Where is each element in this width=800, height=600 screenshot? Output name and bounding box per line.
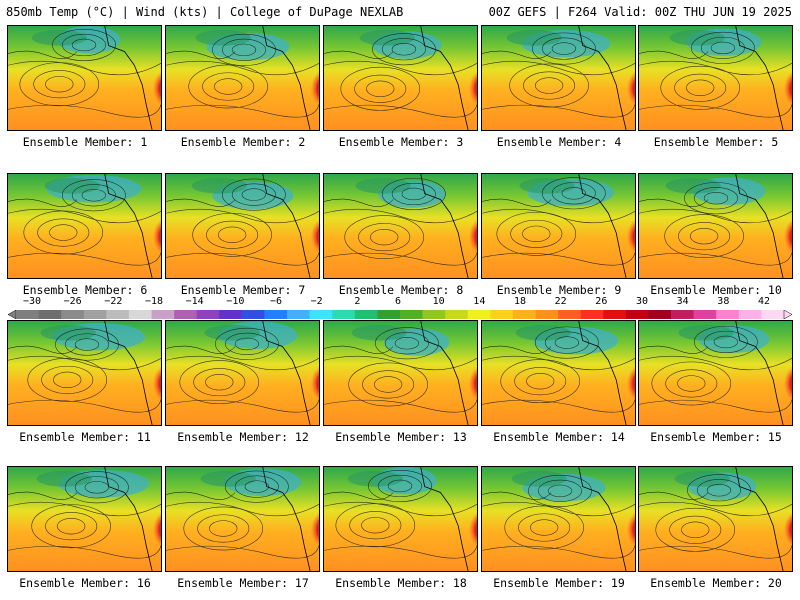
colorbar-tick-label: 26	[595, 296, 608, 307]
ensemble-member-label: Ensemble Member: 14	[493, 430, 625, 444]
colorbar-segment	[535, 310, 559, 319]
colorbar-tick-label: 6	[394, 296, 402, 307]
ensemble-member-label: Ensemble Member: 11	[19, 430, 151, 444]
ensemble-member-label: Ensemble Member: 2	[180, 135, 306, 149]
ensemble-member-label: Ensemble Member: 16	[19, 576, 151, 590]
colorbar-tick-label: −26	[63, 296, 82, 307]
ensemble-member-map	[323, 173, 478, 279]
ensemble-member-label: Ensemble Member: 20	[650, 576, 782, 590]
ensemble-member-label: Ensemble Member: 7	[180, 283, 306, 297]
colorbar-segment	[761, 310, 785, 319]
ensemble-member-map	[7, 25, 162, 131]
colorbar-segment	[332, 310, 356, 319]
colorbar-segment	[354, 310, 378, 319]
colorbar-segment	[490, 310, 514, 319]
colorbar-segment	[558, 310, 582, 319]
colorbar-segment	[467, 310, 491, 319]
colorbar-segment	[61, 310, 85, 319]
ensemble-member-label: Ensemble Member: 19	[493, 576, 625, 590]
ensemble-member-label: Ensemble Member: 3	[338, 135, 464, 149]
ensemble-member-map	[638, 466, 793, 572]
colorbar-segment	[422, 310, 446, 319]
colorbar-segment	[716, 310, 740, 319]
ensemble-member-map	[165, 25, 320, 131]
colorbar-left-arrow	[8, 310, 17, 319]
colorbar-segment	[241, 310, 265, 319]
ensemble-member-label: Ensemble Member: 15	[650, 430, 782, 444]
colorbar-right-arrow	[783, 310, 792, 319]
colorbar-segment	[264, 310, 288, 319]
ensemble-member-map	[638, 25, 793, 131]
colorbar-segment	[512, 310, 536, 319]
colorbar-segment	[625, 310, 649, 319]
colorbar-segment	[445, 310, 469, 319]
ensemble-member-map	[481, 320, 636, 426]
colorbar-tick-label: 38	[717, 296, 730, 307]
ensemble-member-map	[638, 320, 793, 426]
colorbar-segment	[377, 310, 401, 319]
header: 850mb Temp (°C) | Wind (kts) | College o…	[0, 0, 800, 22]
colorbar-segment	[106, 310, 130, 319]
ensemble-member-map	[323, 25, 478, 131]
colorbar-tick-label: −22	[104, 296, 123, 307]
ensemble-member-map	[481, 173, 636, 279]
colorbar-tick-label: −2	[310, 296, 323, 307]
colorbar-segment	[196, 310, 220, 319]
colorbar-segment	[128, 310, 152, 319]
colorbar-segment	[174, 310, 198, 319]
colorbar-tick-label: 14	[473, 296, 486, 307]
ensemble-member-map	[165, 173, 320, 279]
colorbar-segment	[38, 310, 62, 319]
ensemble-member-map	[323, 466, 478, 572]
colorbar-tick-label: 22	[554, 296, 567, 307]
ensemble-member-map	[165, 320, 320, 426]
ensemble-member-map	[7, 320, 162, 426]
ensemble-member-label: Ensemble Member: 9	[496, 283, 622, 297]
colorbar-segment	[219, 310, 243, 319]
ensemble-member-map	[481, 466, 636, 572]
ensemble-member-map	[165, 466, 320, 572]
colorbar-segment	[738, 310, 762, 319]
chart-title: 850mb Temp (°C) | Wind (kts) | College o…	[6, 5, 404, 19]
colorbar-segment	[16, 310, 39, 319]
ensemble-member-label: Ensemble Member: 5	[653, 135, 779, 149]
run-valid-time: 00Z GEFS | F264 Valid: 00Z THU JUN 19 20…	[488, 5, 792, 19]
ensemble-member-label: Ensemble Member: 12	[177, 430, 309, 444]
colorbar-segment	[83, 310, 107, 319]
ensemble-member-label: Ensemble Member: 4	[496, 135, 622, 149]
colorbar-segment	[287, 310, 310, 319]
colorbar-tick-label: −6	[269, 296, 283, 307]
colorbar-segment	[151, 310, 175, 319]
colorbar-tick-label: −30	[22, 296, 42, 307]
colorbar-segment	[648, 310, 672, 319]
colorbar-tick-label: 10	[432, 296, 445, 307]
colorbar-segment	[580, 310, 604, 319]
colorbar-tick-label: 18	[513, 296, 527, 307]
ensemble-member-map	[7, 466, 162, 572]
ensemble-member-map	[638, 173, 793, 279]
ensemble-member-label: Ensemble Member: 18	[335, 576, 467, 590]
colorbar-segment	[603, 310, 627, 319]
colorbar-tick-label: 34	[676, 296, 689, 307]
ensemble-member-map	[7, 173, 162, 279]
ensemble-member-label: Ensemble Member: 1	[22, 135, 148, 149]
colorbar	[8, 310, 792, 319]
colorbar-segment	[400, 310, 423, 319]
colorbar-tick-label: −10	[226, 296, 245, 307]
ensemble-member-map	[323, 320, 478, 426]
colorbar-segment	[309, 310, 333, 319]
colorbar-tick-label: 42	[757, 296, 771, 307]
ensemble-member-label: Ensemble Member: 10	[650, 283, 782, 297]
colorbar-tick-label: 30	[635, 296, 649, 307]
colorbar-tick-label: 2	[354, 296, 361, 307]
ensemble-member-label: Ensemble Member: 6	[22, 283, 148, 297]
ensemble-member-label: Ensemble Member: 17	[177, 576, 309, 590]
colorbar-tick-label: −18	[144, 296, 164, 307]
ensemble-member-label: Ensemble Member: 8	[338, 283, 464, 297]
ensemble-member-label: Ensemble Member: 13	[335, 430, 467, 444]
ensemble-member-map	[481, 25, 636, 131]
colorbar-tick-label: −14	[185, 296, 204, 307]
colorbar-segment	[693, 310, 717, 319]
colorbar-segment	[671, 310, 694, 319]
